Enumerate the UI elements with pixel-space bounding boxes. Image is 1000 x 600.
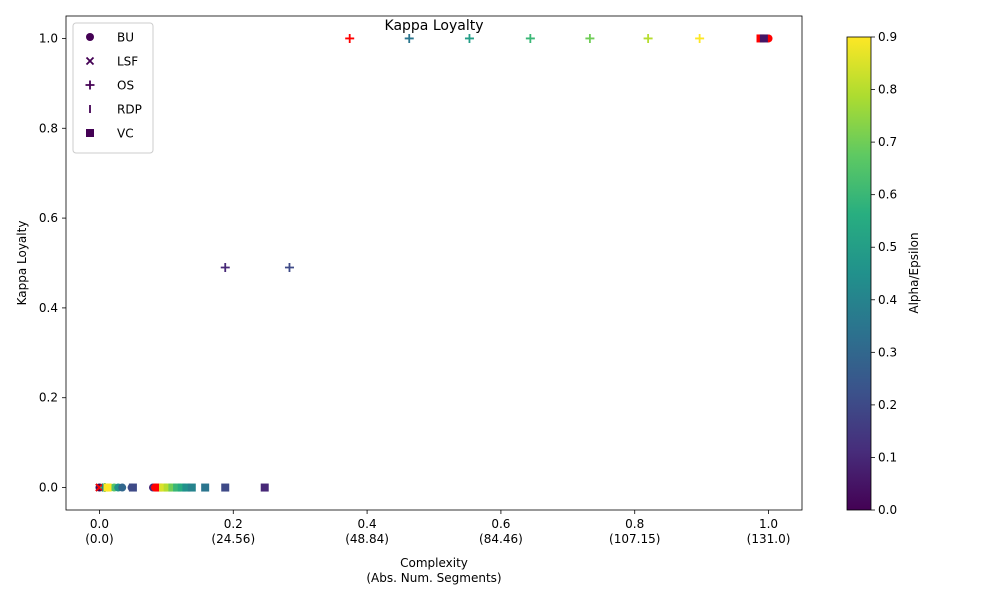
data-point-vc (128, 483, 137, 492)
colorbar-tick-label: 0.6 (878, 188, 897, 202)
x-tick-sublabel: (107.15) (609, 532, 660, 546)
colorbar-tick-label: 0.2 (878, 398, 897, 412)
legend-marker-bu (86, 33, 94, 41)
legend-marker-vc (86, 129, 94, 137)
x-axis-ticks: 0.0(0.0) 0.2(24.56) 0.4(48.84) 0.6(84.46) 0.… (85, 510, 790, 546)
colorbar-tick-label: 0.7 (878, 135, 897, 149)
data-point-os (345, 33, 355, 43)
colorbar-tick-label: 0.8 (878, 83, 897, 97)
data-point-vc (177, 483, 186, 492)
plot-frame (65, 15, 803, 511)
data-point-os (643, 33, 653, 43)
colorbar-tick-label: 0.1 (878, 450, 897, 464)
x-tick-sublabel: (48.84) (345, 532, 389, 546)
data-point-vc (103, 483, 112, 492)
data-point-vc (187, 483, 196, 492)
colorbar-label: Alpha/Epsilon (907, 232, 921, 313)
chart-title: Kappa Loyalty (385, 18, 484, 34)
y-axis-ticks: 0.0 0.2 0.4 0.6 0.8 1.0 (39, 31, 66, 495)
data-point-vc (221, 483, 230, 492)
x-tick-label: 0.2 (224, 517, 243, 531)
data-point-os (464, 33, 474, 43)
data-point-vc (154, 483, 163, 492)
legend-marker-lsf (85, 56, 95, 66)
y-tick-label: 1.0 (39, 31, 58, 45)
colorbar-tick-label: 0.9 (878, 30, 897, 44)
x-tick-label: 1.0 (759, 517, 778, 531)
x-tick-label: 0.8 (625, 517, 644, 531)
data-point-os (220, 262, 230, 272)
data-point-vc (260, 483, 269, 492)
y-tick-label: 0.6 (39, 211, 58, 225)
data-point-vc (159, 483, 168, 492)
x-tick-sublabel: (24.56) (211, 532, 255, 546)
data-point-vc (759, 34, 768, 43)
data-point-os (284, 262, 294, 272)
data-point-bu (118, 483, 127, 492)
x-tick-sublabel: (131.0) (747, 532, 791, 546)
data-point-os (525, 33, 535, 43)
data-point-vc (201, 483, 210, 492)
colorbar-tick-label: 0.3 (878, 345, 897, 359)
y-tick-label: 0.2 (39, 391, 58, 405)
colorbar-tick-label: 0.5 (878, 240, 897, 254)
colorbar-tick-label: 0.0 (878, 503, 897, 517)
data-point-vc (182, 483, 191, 492)
x-tick-sublabel: (84.46) (479, 532, 523, 546)
y-axis-label: Kappa Loyalty (15, 221, 29, 306)
data-point-lsf (95, 483, 104, 492)
data-point-os (695, 33, 705, 43)
colorbar-tick-label: 0.4 (878, 293, 897, 307)
x-tick-label: 0.4 (358, 517, 377, 531)
x-tick-sublabel: (0.0) (85, 532, 113, 546)
data-point-os (404, 33, 414, 43)
y-tick-label: 0.8 (39, 121, 58, 135)
legend-label-lsf: LSF (117, 55, 138, 69)
colorbar-gradient (846, 36, 872, 511)
y-tick-label: 0.4 (39, 301, 58, 315)
y-tick-label: 0.0 (39, 481, 58, 495)
colorbar-ticks: 0.0 0.1 0.2 0.3 0.4 0.5 0.6 0.7 0.8 0.9 (871, 30, 897, 517)
data-point-vc (173, 483, 182, 492)
legend-label-bu: BU (117, 31, 134, 45)
x-tick-label: 0.0 (90, 517, 109, 531)
data-points (95, 33, 773, 493)
legend: BU LSF OS RDP VC (72, 22, 154, 154)
data-point-vc (163, 483, 172, 492)
legend-label-os: OS (117, 79, 134, 93)
x-axis-label-line1: Complexity (400, 556, 468, 570)
x-tick-label: 0.6 (491, 517, 510, 531)
x-axis-label-line2: (Abs. Num. Segments) (366, 571, 501, 585)
data-point-os (585, 33, 595, 43)
legend-marker-os (85, 80, 95, 90)
legend-label-vc: VC (117, 127, 134, 141)
legend-box (72, 22, 154, 154)
legend-label-rdp: RDP (117, 103, 142, 117)
data-point-vc (168, 483, 177, 492)
